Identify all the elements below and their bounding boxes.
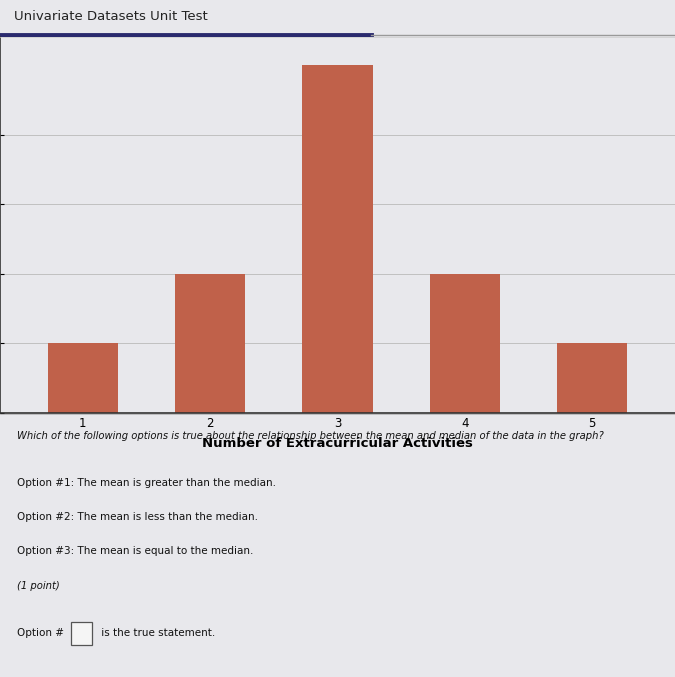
- Bar: [71, 621, 92, 645]
- Text: Option #: Option #: [17, 628, 64, 638]
- Bar: [302, 65, 373, 413]
- Text: Option #1: The mean is greater than the median.: Option #1: The mean is greater than the …: [17, 478, 276, 487]
- Bar: [557, 343, 627, 413]
- Text: Univariate Datasets Unit Test: Univariate Datasets Unit Test: [14, 10, 207, 23]
- Text: (1 point): (1 point): [17, 581, 59, 590]
- Bar: [430, 274, 500, 413]
- Text: Option #3: The mean is equal to the median.: Option #3: The mean is equal to the medi…: [17, 546, 253, 556]
- Text: Which of the following options is true about the relationship between the mean a: Which of the following options is true a…: [17, 431, 603, 441]
- Bar: [175, 274, 245, 413]
- Text: Option #2: The mean is less than the median.: Option #2: The mean is less than the med…: [17, 512, 258, 522]
- Text: is the true statement.: is the true statement.: [98, 628, 215, 638]
- Bar: [48, 343, 118, 413]
- X-axis label: Number of Extracurricular Activities: Number of Extracurricular Activities: [202, 437, 473, 450]
